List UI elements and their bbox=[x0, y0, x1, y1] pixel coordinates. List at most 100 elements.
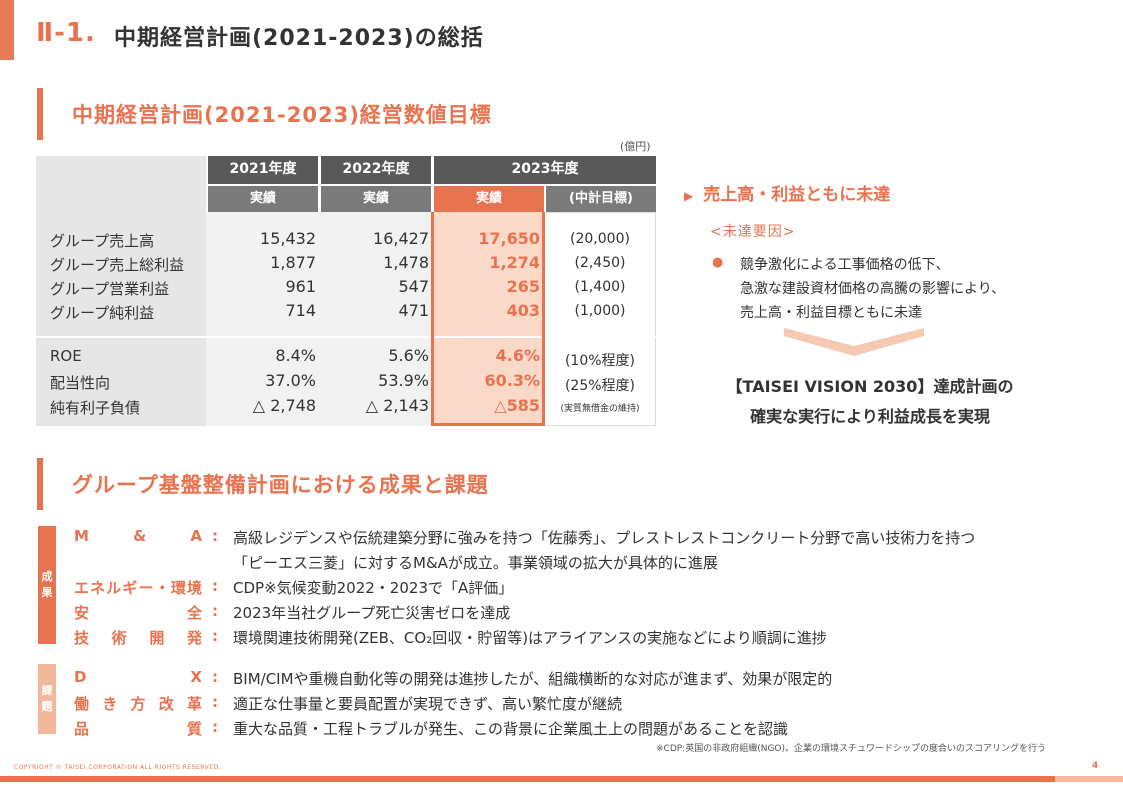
row-label: グループ営業利益 bbox=[50, 280, 170, 298]
subhead-2023-actual: 実績 bbox=[434, 186, 544, 212]
kpi-table: 2021年度 2022年度 2023年度 実績 実績 実績 (中計目標) グルー… bbox=[36, 156, 656, 426]
section-number: Ⅱ-1. bbox=[36, 18, 96, 48]
target-value: (25%程度) bbox=[564, 378, 636, 394]
item-text: 2023年当社グループ死亡災害ゼロを達成 bbox=[233, 604, 511, 622]
value-2023: 60.3% bbox=[484, 371, 540, 390]
target-value: (1,400) bbox=[574, 279, 626, 295]
item-text: CDP※気候変動2022・2023で「A評価」 bbox=[233, 579, 514, 597]
row-label: グループ売上高 bbox=[50, 232, 155, 250]
label-column-bg bbox=[36, 156, 206, 426]
item-colon: : bbox=[212, 693, 218, 711]
group-separator bbox=[36, 336, 656, 338]
issues-tag-text: 課題 bbox=[41, 684, 53, 713]
target-value: (実質無借金の維持) bbox=[560, 404, 640, 414]
reason-line: 急激な建設資材価格の高騰の影響により、 bbox=[740, 281, 1006, 297]
value-2021: 8.4% bbox=[275, 346, 316, 365]
value-2023: △585 bbox=[494, 396, 540, 415]
value-2021: 1,877 bbox=[270, 253, 316, 272]
footnote: ※CDP:英国の非政府組織(NGO)。企業の環境スチュワードシップの度合いのスコ… bbox=[656, 744, 1047, 754]
issues-tag: 課題 bbox=[38, 664, 56, 734]
value-2021: 15,432 bbox=[260, 229, 316, 248]
achievements-tag: 成果 bbox=[38, 526, 56, 644]
target-value: (10%程度) bbox=[564, 353, 636, 369]
item-label: D X bbox=[74, 668, 202, 686]
bullet-dot-icon: ● bbox=[712, 255, 724, 270]
value-2021: 37.0% bbox=[265, 371, 316, 390]
value-2022: 53.9% bbox=[378, 371, 429, 390]
footer-bar-light bbox=[1055, 776, 1123, 782]
reason-line: 競争激化による工事価格の低下、 bbox=[740, 257, 950, 273]
value-2022: 547 bbox=[398, 277, 429, 296]
value-2022: 1,478 bbox=[383, 253, 429, 272]
target-value: (1,000) bbox=[574, 303, 626, 319]
item-text: 「ピーエス三菱」に対するM&Aが成立。事業領域の拡大が具体的に進展 bbox=[233, 554, 718, 572]
footer-bar bbox=[0, 776, 1123, 782]
value-2023: 265 bbox=[506, 277, 540, 296]
value-2022: 471 bbox=[398, 301, 429, 320]
item-text: BIM/CIMや重機自動化等の開発は進捗したが、組織横断的な対応が進まず、効果が… bbox=[233, 670, 833, 688]
row-label: グループ売上総利益 bbox=[50, 256, 185, 274]
year-2021-header: 2021年度 bbox=[208, 156, 318, 184]
year-2023-header: 2023年度 bbox=[434, 156, 656, 184]
value-2023: 4.6% bbox=[495, 346, 540, 365]
row-label: 配当性向 bbox=[50, 374, 111, 392]
target-column-bg bbox=[544, 212, 656, 426]
page-number: 4 bbox=[1092, 761, 1099, 771]
unit-note: (億円) bbox=[620, 140, 651, 153]
section1-title: 中期経営計画(2021-2023)経営数値目標 bbox=[72, 103, 492, 127]
value-2022: 5.6% bbox=[388, 346, 429, 365]
subhead-2022: 実績 bbox=[321, 186, 431, 212]
target-value: (20,000) bbox=[570, 231, 630, 247]
triangle-right-icon: ▶ bbox=[684, 189, 694, 203]
reason-line: 売上高・利益目標ともに未達 bbox=[740, 305, 922, 321]
section2-title: グループ基盤整備計画における成果と課題 bbox=[72, 473, 489, 497]
header-accent-bar bbox=[0, 0, 14, 60]
item-label: 品 質 bbox=[74, 720, 202, 738]
value-2023: 1,274 bbox=[489, 253, 540, 272]
item-text: 環境関連技術開発(ZEB、CO₂回収・貯留等)はアライアンスの実施などにより順調… bbox=[233, 629, 827, 647]
chevron-down-arrow-icon bbox=[784, 328, 924, 356]
item-text: 重大な品質・工程トラブルが発生、この背景に企業風土上の問題があることを認識 bbox=[233, 720, 789, 738]
item-label: エネルギー・環境 bbox=[74, 579, 202, 597]
item-text: 高級レジデンスや伝統建築分野に強みを持つ「佐藤秀」、プレストレストコンクリート分… bbox=[233, 529, 976, 547]
highlight-column-bg bbox=[432, 212, 544, 426]
item-colon: : bbox=[212, 627, 218, 645]
item-colon: : bbox=[212, 577, 218, 595]
section2-accent-bar bbox=[37, 458, 43, 510]
item-label: M & A bbox=[74, 527, 202, 545]
value-2023: 17,650 bbox=[478, 229, 540, 248]
value-2021: △ 2,748 bbox=[252, 396, 316, 415]
summary-heading-text: 売上高・利益ともに未達 bbox=[703, 185, 891, 205]
past-years-bg bbox=[206, 212, 432, 426]
year-2022-header: 2022年度 bbox=[321, 156, 431, 184]
value-2022: 16,427 bbox=[373, 229, 429, 248]
subhead-2021: 実績 bbox=[208, 186, 318, 212]
row-label: 純有利子負債 bbox=[50, 399, 141, 417]
item-text: 適正な仕事量と要員配置が実現できず、高い繁忙度が継続 bbox=[233, 695, 622, 713]
item-label: 働き方改革 bbox=[74, 695, 202, 713]
row-label: グループ純利益 bbox=[50, 304, 155, 322]
item-label: 安 全 bbox=[74, 604, 202, 622]
section1-accent-bar bbox=[37, 88, 43, 140]
page-title: 中期経営計画(2021-2023)の総括 bbox=[114, 26, 484, 51]
summary-heading: ▶ 売上高・利益ともに未達 bbox=[684, 180, 890, 205]
item-colon: : bbox=[212, 718, 218, 736]
value-2021: 961 bbox=[285, 277, 316, 296]
vision-statement: 【TAISEI VISION 2030】達成計画の 確実な実行により利益成長を実… bbox=[700, 372, 1040, 432]
copyright: COPYRIGHT © TAISEI CORPORATION ALL RIGHT… bbox=[14, 764, 222, 771]
value-2021: 714 bbox=[285, 301, 316, 320]
reason-heading: <未達要因> bbox=[710, 224, 796, 240]
subhead-2023-target: (中計目標) bbox=[546, 186, 656, 212]
value-2023: 403 bbox=[506, 301, 540, 320]
item-label: 技 術 開 発 bbox=[74, 629, 202, 647]
row-label: ROE bbox=[50, 347, 82, 365]
value-2022: △ 2,143 bbox=[365, 396, 429, 415]
highlight-column-border bbox=[431, 212, 545, 426]
target-value: (2,450) bbox=[574, 255, 626, 271]
vision-line: 確実な実行により利益成長を実現 bbox=[750, 407, 990, 426]
item-colon: : bbox=[212, 668, 218, 686]
item-colon: : bbox=[212, 602, 218, 620]
achievements-tag-text: 成果 bbox=[41, 570, 53, 599]
item-colon: : bbox=[212, 527, 218, 545]
vision-line: 【TAISEI VISION 2030】達成計画の bbox=[726, 377, 1014, 396]
